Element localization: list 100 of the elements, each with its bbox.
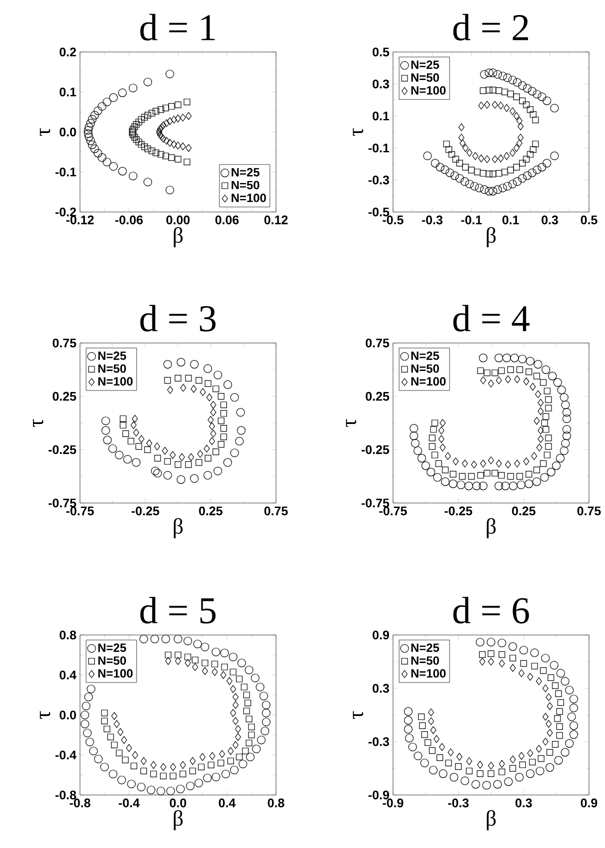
point bbox=[220, 425, 228, 432]
point bbox=[436, 754, 444, 761]
point bbox=[238, 760, 248, 768]
point bbox=[562, 432, 572, 440]
x-tick-label: 0.5 bbox=[580, 216, 598, 224]
point bbox=[501, 482, 510, 490]
point bbox=[94, 106, 102, 116]
point bbox=[486, 170, 492, 178]
point bbox=[531, 662, 538, 670]
point bbox=[144, 446, 151, 453]
point bbox=[243, 708, 250, 714]
point bbox=[174, 374, 182, 382]
x-tick-label: 0.4 bbox=[218, 798, 236, 808]
point bbox=[468, 166, 475, 174]
point bbox=[166, 138, 173, 147]
point bbox=[220, 434, 228, 440]
point bbox=[452, 458, 459, 466]
point bbox=[223, 458, 232, 467]
point bbox=[421, 731, 428, 738]
point bbox=[240, 684, 248, 690]
chart-title: d = 4 bbox=[453, 304, 530, 332]
point bbox=[256, 682, 264, 692]
x-tick-label: 0.12 bbox=[264, 216, 288, 224]
point bbox=[488, 650, 494, 657]
point bbox=[219, 750, 226, 758]
x-tick-label: 0.0 bbox=[170, 798, 186, 808]
point bbox=[262, 708, 270, 718]
point bbox=[167, 386, 174, 394]
point bbox=[484, 470, 490, 476]
point bbox=[122, 756, 129, 764]
point bbox=[100, 762, 109, 772]
point bbox=[548, 674, 554, 681]
point bbox=[518, 122, 524, 130]
point bbox=[484, 155, 490, 164]
point bbox=[540, 379, 547, 386]
point bbox=[143, 178, 152, 186]
point bbox=[486, 86, 492, 94]
point bbox=[246, 716, 252, 722]
x-tick-label: -0.3 bbox=[448, 798, 469, 808]
point bbox=[198, 764, 205, 770]
point bbox=[518, 134, 524, 142]
point bbox=[536, 677, 542, 686]
point bbox=[526, 106, 534, 113]
point bbox=[174, 461, 182, 468]
point bbox=[223, 380, 232, 389]
point bbox=[550, 660, 558, 670]
point bbox=[518, 174, 527, 183]
point bbox=[556, 708, 563, 715]
point bbox=[462, 144, 469, 152]
point bbox=[243, 692, 250, 698]
point bbox=[477, 472, 484, 479]
point bbox=[160, 763, 166, 771]
point bbox=[458, 134, 464, 142]
point bbox=[433, 473, 442, 482]
point bbox=[204, 364, 212, 373]
point bbox=[488, 658, 494, 666]
legend-label: N=100 bbox=[411, 669, 446, 678]
point bbox=[510, 664, 516, 672]
point bbox=[94, 754, 103, 764]
point bbox=[148, 148, 156, 154]
point bbox=[546, 468, 556, 476]
point bbox=[150, 770, 157, 778]
point bbox=[536, 766, 544, 776]
point bbox=[460, 776, 470, 786]
y-axis-title: τ bbox=[32, 419, 44, 427]
point bbox=[536, 744, 542, 753]
point bbox=[161, 634, 170, 644]
point bbox=[478, 102, 484, 110]
point bbox=[490, 86, 496, 94]
chart-title: d = 2 bbox=[453, 14, 528, 40]
point bbox=[404, 707, 413, 716]
point bbox=[417, 454, 426, 462]
point bbox=[556, 454, 565, 462]
point bbox=[472, 482, 481, 490]
point bbox=[204, 380, 212, 387]
point bbox=[120, 415, 126, 422]
point bbox=[493, 780, 502, 789]
point bbox=[140, 757, 147, 765]
point bbox=[184, 636, 192, 646]
x-tick-label: -0.25 bbox=[132, 506, 160, 516]
point bbox=[486, 638, 496, 646]
point bbox=[492, 470, 498, 476]
point bbox=[440, 165, 450, 174]
point bbox=[204, 444, 210, 452]
legend-label: N=25 bbox=[411, 351, 440, 360]
point bbox=[458, 473, 466, 480]
point bbox=[152, 108, 160, 114]
point bbox=[456, 160, 463, 166]
point bbox=[504, 152, 510, 160]
point bbox=[556, 668, 565, 678]
point bbox=[480, 170, 486, 177]
point bbox=[532, 477, 542, 486]
x-tick-label: -0.06 bbox=[115, 216, 143, 224]
point bbox=[468, 473, 475, 480]
point bbox=[561, 400, 570, 410]
point bbox=[542, 712, 548, 721]
point bbox=[430, 426, 437, 433]
x-tick-label: 0.25 bbox=[512, 506, 536, 516]
point bbox=[107, 734, 114, 740]
point bbox=[504, 375, 511, 384]
